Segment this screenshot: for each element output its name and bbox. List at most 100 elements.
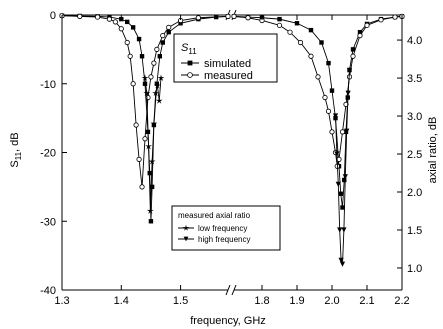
data-point [342,177,347,183]
data-point [326,60,331,66]
axis-break-mark-bottom [231,284,237,296]
data-point [343,101,349,107]
data-point [335,181,341,188]
data-point [329,88,335,93]
y-left-tick-label: -40 [40,285,56,297]
data-point [315,74,321,80]
data-point [106,16,113,22]
data-point [77,13,83,19]
data-point [225,13,231,19]
data-point [357,29,363,35]
data-point [378,17,384,23]
data-point [392,14,398,20]
x-tick-label: 1.8 [254,295,269,307]
data-point [143,89,151,97]
data-point [329,129,335,135]
data-point [178,21,183,26]
data-point [124,39,130,46]
y-right-tick-label: 1.0 [407,263,422,275]
x-tick-label: 1.5 [173,295,188,307]
data-point [339,261,346,267]
data-point [338,257,344,263]
data-point [154,82,161,89]
y-right-axis-title: axial ratio, dB [427,117,439,184]
data-point [287,29,293,35]
legend-s11-label: measured [204,70,253,82]
data-point [357,33,363,39]
data-point [136,36,142,42]
legend-s11-marker [187,72,193,78]
series-layer [59,13,405,267]
y-right-tick-label: 2.5 [407,149,422,161]
data-point [332,113,339,119]
legend-axial-ratio: measured axial ratio low frequency high f… [171,205,281,251]
data-point [166,24,172,30]
y-right-tick-label: 3.0 [407,111,422,123]
data-point [157,54,163,59]
series-line [61,15,229,187]
data-point [350,53,356,59]
y-right-tick-label: 4.0 [407,35,422,47]
x-tick-label: 1.4 [114,295,129,307]
data-point [130,25,136,30]
ticks-layer: 1.3 1.4 1.5 1.8 1.9 2.0 2.1 2.2 0 -10 -20 -30 -40 4.0… [40,10,422,307]
data-point [141,74,149,81]
data-point [152,89,160,97]
y-left-axis-title: S11, dB [9,132,23,167]
legend-axial-label: low frequency [198,224,247,233]
data-point [346,67,353,74]
x-tick-label: 2.1 [359,295,374,307]
data-point [130,81,136,87]
data-point [127,53,133,59]
x-tick-label: 1.3 [54,295,69,307]
data-point [155,97,163,104]
data-point [294,21,300,26]
data-point [148,158,156,165]
y-right-tick-label: 3.5 [407,73,422,85]
data-point [149,184,155,190]
x-tick-label: 2.2 [394,295,409,307]
data-point [148,74,154,80]
data-point [150,120,158,127]
data-point [231,13,237,19]
y-left-title-rest: , dB [9,132,21,152]
x-tick-label: 2.0 [324,295,339,307]
data-point [308,53,314,59]
y-left-tick-label: -30 [40,216,56,228]
y-left-tick-label: -20 [40,148,56,160]
data-point [118,26,124,32]
y-left-title-sub: 11 [14,151,23,160]
data-point [160,40,165,45]
data-point [319,40,324,45]
series-low-frequency [141,74,165,214]
data-point [125,19,130,25]
y-right-tick-label: 2.0 [407,187,422,199]
y-left-title-main: S [9,160,21,167]
data-point [139,184,145,190]
data-point [334,151,340,157]
y-left-tick-label: 0 [50,10,56,22]
data-point [245,15,251,21]
x-axis-title: frequency, GHz [190,315,266,327]
legend-s11-label: simulated [204,58,251,70]
legend-axial-marker [183,236,189,242]
data-point [338,191,343,196]
data-point [297,39,304,46]
data-point [341,227,347,233]
data-point [136,156,142,162]
data-point [160,33,166,39]
data-point [166,29,171,35]
data-point [325,108,332,114]
data-point [277,16,282,22]
data-point [322,94,328,101]
data-point [195,15,201,21]
data-point [364,22,370,28]
data-point [112,19,118,25]
data-point [94,14,101,20]
data-point [151,60,157,66]
legend-s11-title: S11 [181,42,197,56]
data-point [139,54,145,59]
legend-axial-label: high frequency [198,235,250,244]
